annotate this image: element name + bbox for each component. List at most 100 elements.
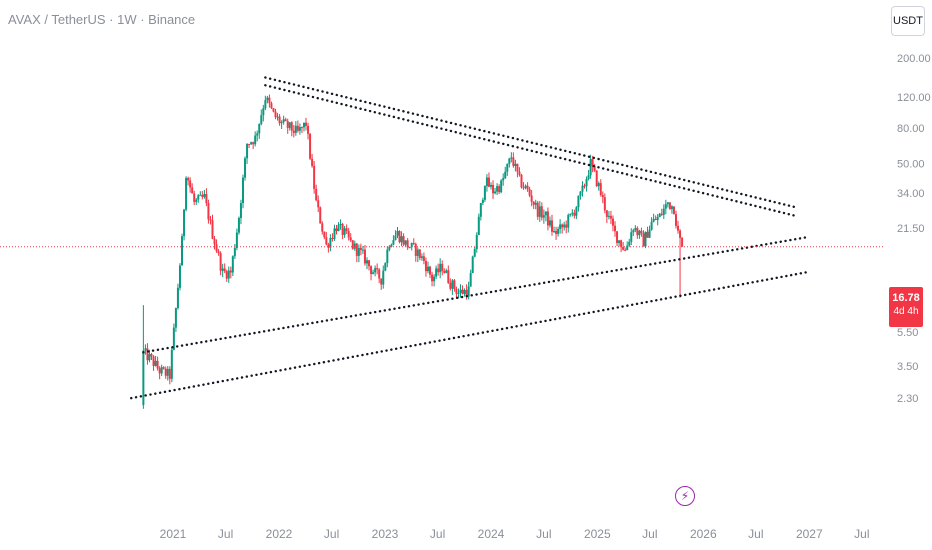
candle xyxy=(349,233,352,243)
candle xyxy=(392,235,395,246)
trendlines xyxy=(129,76,808,400)
candle xyxy=(465,284,468,300)
candle xyxy=(307,122,310,140)
candle xyxy=(677,220,680,234)
candle xyxy=(449,278,452,291)
candle xyxy=(280,120,283,129)
candle xyxy=(396,226,399,239)
candle xyxy=(394,230,397,241)
candle xyxy=(207,199,210,224)
candle xyxy=(168,366,171,385)
candle xyxy=(323,231,326,240)
flash-icon[interactable]: ⚡ xyxy=(675,486,695,506)
candle xyxy=(469,269,472,287)
candle xyxy=(548,216,551,228)
y-tick-label: 2.30 xyxy=(897,393,918,405)
candle xyxy=(178,263,181,291)
candle xyxy=(142,305,145,409)
candle xyxy=(414,242,417,262)
candle xyxy=(658,212,661,218)
candle xyxy=(654,215,657,221)
candle xyxy=(646,226,649,238)
candle xyxy=(681,236,684,247)
candle xyxy=(561,223,564,234)
currency-button[interactable]: USDT xyxy=(891,6,925,36)
candle xyxy=(461,285,464,295)
x-tick-label: Jul xyxy=(218,527,233,541)
candle xyxy=(455,286,458,299)
candle xyxy=(270,101,273,109)
candle xyxy=(250,141,253,145)
x-tick-label: Jul xyxy=(748,527,763,541)
candle xyxy=(424,257,427,277)
candle xyxy=(674,210,677,229)
candle xyxy=(577,195,580,212)
candle xyxy=(400,231,403,247)
last-price-value: 16.78 xyxy=(892,292,920,304)
candle xyxy=(636,226,639,239)
candle xyxy=(286,118,289,134)
candle xyxy=(498,184,501,195)
candle xyxy=(404,240,407,247)
candle xyxy=(642,230,645,247)
candle xyxy=(347,227,350,241)
candle xyxy=(553,226,556,234)
candle xyxy=(146,343,149,365)
plot-area[interactable] xyxy=(142,94,684,409)
candle xyxy=(219,251,222,276)
candle xyxy=(487,172,490,188)
candle xyxy=(605,210,608,224)
candle xyxy=(512,152,515,168)
candle xyxy=(457,288,460,298)
candle xyxy=(429,265,432,279)
candle xyxy=(284,117,287,122)
candle xyxy=(587,169,590,181)
candle xyxy=(229,266,232,279)
candle xyxy=(666,202,669,208)
candle xyxy=(374,265,377,277)
candle xyxy=(418,249,421,261)
x-tick-label: 2025 xyxy=(584,527,611,541)
candle xyxy=(510,152,513,163)
chart-title: AVAX / TetherUS · 1W · Binance xyxy=(8,12,196,27)
candle xyxy=(672,206,675,215)
candle xyxy=(451,279,454,295)
candle xyxy=(256,130,259,142)
candle xyxy=(656,213,659,226)
candle xyxy=(412,238,415,246)
price-axis[interactable]: 200.00120.0080.0050.0034.0021.508.505.50… xyxy=(897,53,931,405)
candle xyxy=(268,94,271,108)
candle xyxy=(660,208,663,217)
candle xyxy=(593,163,596,173)
candle xyxy=(337,222,340,232)
candle xyxy=(203,189,206,199)
candle xyxy=(422,252,425,265)
candle xyxy=(504,166,507,180)
candle xyxy=(500,179,503,194)
trendline xyxy=(264,76,800,210)
candle xyxy=(195,197,198,205)
candle xyxy=(237,216,240,235)
candle xyxy=(382,265,385,289)
y-tick-label: 80.00 xyxy=(897,123,925,135)
candle xyxy=(567,213,570,233)
candle xyxy=(388,245,391,252)
candle xyxy=(239,199,242,225)
candle xyxy=(668,202,671,210)
candle xyxy=(447,265,450,284)
candle xyxy=(475,232,478,253)
candle xyxy=(575,206,578,220)
time-axis[interactable]: 2021 Jul 2022 Jul 2023 Jul 2024 Jul 2025 Jul 2026 J… xyxy=(160,527,870,541)
candle xyxy=(185,176,188,212)
candle xyxy=(370,265,373,281)
y-tick-label: 3.50 xyxy=(897,361,918,373)
candle xyxy=(634,225,637,233)
candle xyxy=(437,263,440,276)
candle xyxy=(542,209,545,224)
candle xyxy=(473,246,476,258)
candle xyxy=(479,202,482,221)
candle xyxy=(679,229,682,298)
candle xyxy=(620,239,623,253)
candle xyxy=(365,257,368,270)
